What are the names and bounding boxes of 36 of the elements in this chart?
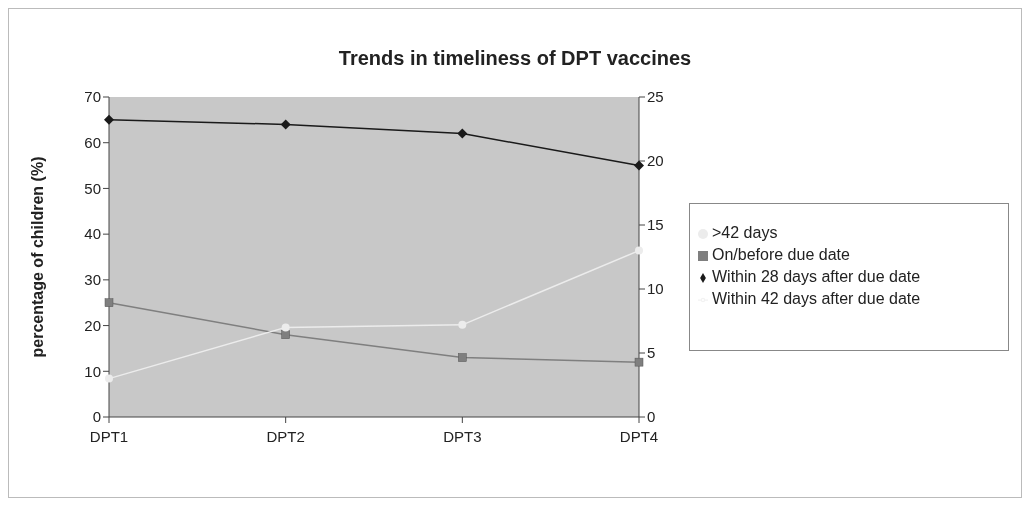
legend-label: >42 days	[712, 224, 778, 241]
point	[104, 298, 114, 307]
chart-title: Trends in timeliness of DPT vaccines	[337, 46, 693, 71]
point	[281, 330, 290, 339]
point	[634, 357, 644, 367]
point	[458, 320, 467, 329]
y-tick-label: 60	[84, 134, 101, 152]
y-axis-title: percentage of children (%)	[28, 156, 46, 358]
legend-label: Within 28 days after due date	[712, 268, 921, 285]
y2-tick-label: 0	[647, 408, 656, 426]
y2-tick-label: 25	[647, 88, 664, 106]
point	[104, 114, 114, 125]
y-tick-label: 10	[84, 362, 101, 380]
point	[458, 353, 467, 362]
y-tick-label: 70	[84, 88, 101, 106]
legend-label: On/before due date	[712, 246, 850, 263]
point	[281, 323, 290, 332]
x-tick-label: DPT1	[89, 427, 129, 445]
x-tick-label: DPT4	[619, 427, 659, 445]
point	[634, 160, 644, 171]
y-tick-label: 40	[84, 225, 101, 243]
y2-tick-label: 10	[647, 280, 664, 298]
y2-tick-label: 5	[647, 344, 656, 362]
point	[457, 128, 468, 139]
y2-tick-label: 15	[647, 216, 664, 234]
y-tick-label: 0	[92, 408, 101, 426]
point	[105, 374, 113, 383]
x-tick-label: DPT3	[443, 427, 482, 445]
point	[635, 246, 643, 255]
y-tick-label: 20	[84, 316, 101, 334]
point	[280, 119, 291, 130]
x-tick-label: DPT2	[266, 427, 305, 445]
y-tick-label: 50	[84, 179, 101, 197]
y-tick-label: 30	[84, 271, 101, 289]
legend-label: Within 42 days after due date	[712, 290, 921, 307]
y2-tick-label: 20	[647, 152, 664, 170]
